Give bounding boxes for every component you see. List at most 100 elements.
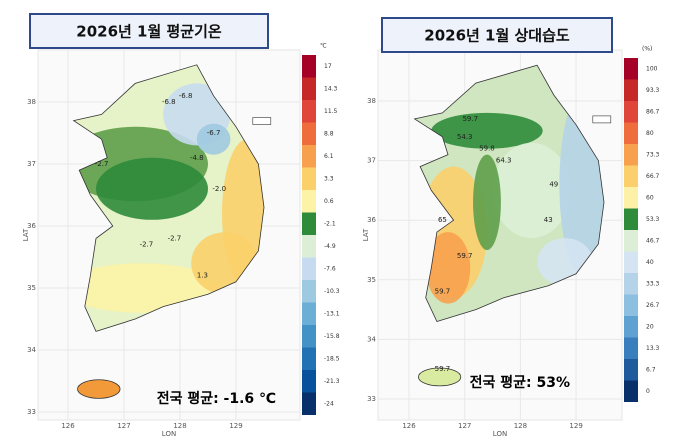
- inset-marker: [252, 117, 272, 125]
- legend-label: 17: [324, 63, 332, 70]
- legend-label: 3.3: [324, 175, 334, 182]
- contour-region: [73, 263, 220, 313]
- panel-title: 2026년 1월 평균기온: [76, 23, 222, 41]
- legend-label: -18.5: [324, 355, 340, 362]
- contour-label: 59.7: [457, 252, 473, 260]
- legend-swatch: [624, 359, 638, 381]
- legend-swatch: [624, 122, 638, 144]
- coastline: [413, 64, 605, 322]
- contour-label: -6.8: [179, 92, 193, 100]
- legend-swatch: [302, 212, 316, 235]
- legend-swatch: [302, 145, 316, 168]
- contour-label: -4.8: [190, 154, 204, 162]
- legend-swatch: [624, 58, 638, 80]
- legend-label: -7.6: [324, 265, 336, 272]
- legend-label: 60: [646, 194, 654, 201]
- legend-swatch: [624, 165, 638, 187]
- legend-swatch: [624, 230, 638, 252]
- contour-label: 59.7: [462, 115, 478, 123]
- legend-label: 73.3: [646, 151, 660, 158]
- legend-label: -15.8: [324, 333, 340, 340]
- contour-label: 59.7: [435, 365, 451, 373]
- contour-label: -2.7: [140, 241, 154, 249]
- legend-unit: ℃: [320, 43, 327, 50]
- x-tick-label: 126: [402, 422, 416, 430]
- legend-label: 20: [646, 323, 654, 330]
- legend-label: 100: [646, 65, 658, 72]
- y-tick-label: 34: [27, 346, 36, 354]
- contour-label: 49: [549, 180, 558, 188]
- legend-label: 86.7: [646, 108, 660, 115]
- jeju: [77, 379, 121, 399]
- coastline: [72, 64, 265, 332]
- y-axis-title: LAT: [362, 228, 370, 241]
- legend-label: 13.3: [646, 345, 660, 352]
- contour-label: 65: [438, 216, 447, 224]
- contour-region: [96, 157, 208, 220]
- panel-title: 2026년 1월 상대습도: [424, 27, 570, 45]
- contour-label: 43: [544, 216, 553, 224]
- x-tick-label: 129: [569, 422, 582, 430]
- y-tick-label: 35: [367, 276, 376, 284]
- legend-swatch: [302, 190, 316, 213]
- legend-swatch: [302, 235, 316, 258]
- contour-label: 54.3: [457, 133, 473, 141]
- contour-label: 1.3: [197, 272, 208, 280]
- x-tick-label: 127: [117, 422, 130, 430]
- contour-label: -6.8: [162, 98, 176, 106]
- contour-region: [196, 123, 231, 155]
- contour-region: [492, 142, 571, 239]
- legend-label: 80: [646, 130, 654, 137]
- y-tick-label: 38: [27, 98, 36, 106]
- legend-swatch: [302, 55, 316, 78]
- y-tick-label: 38: [367, 97, 376, 105]
- map-panel: -6.8-6.8 -6.7 -4.8 -2.7 -2.0 -2.7 -2.7 1.3 126 12…: [22, 13, 340, 438]
- x-axis-title: LON: [162, 430, 176, 438]
- contour-region: [473, 154, 501, 251]
- legend-label: 8.8: [324, 130, 334, 137]
- legend-swatch: [302, 280, 316, 303]
- x-tick-label: 126: [61, 422, 75, 430]
- legend-swatch: [302, 100, 316, 123]
- contour-label: -2.7: [95, 160, 109, 168]
- legend-label: -13.1: [324, 310, 340, 317]
- legend-label: 6.7: [646, 366, 656, 373]
- legend-swatch: [302, 167, 316, 190]
- jeju: [418, 367, 462, 387]
- summary: 전국 평균: 53%: [470, 374, 570, 391]
- contour-label: 59.7: [435, 288, 451, 296]
- legend-label: 6.1: [324, 153, 334, 160]
- legend-label: 66.7: [646, 173, 660, 180]
- legend-label: -10.3: [324, 288, 340, 295]
- legend-label: 11.5: [324, 108, 338, 115]
- contour-region: [431, 112, 543, 149]
- y-tick-label: 36: [27, 222, 36, 230]
- legend-label: 0.6: [324, 198, 334, 205]
- legend-label: -24: [324, 400, 334, 407]
- contour-label: -2.7: [168, 234, 182, 242]
- legend-swatch: [624, 101, 638, 123]
- legend-label: 33.3: [646, 280, 660, 287]
- x-tick-label: 127: [458, 422, 471, 430]
- legend-swatch: [302, 257, 316, 280]
- contour-label: -2.0: [212, 185, 226, 193]
- legend-swatch: [624, 337, 638, 359]
- x-tick-label: 129: [229, 422, 242, 430]
- legend-swatch: [302, 370, 316, 393]
- legend-label: -2.1: [324, 220, 336, 227]
- contour-label: 59.8: [479, 145, 495, 153]
- legend-swatch: [624, 316, 638, 338]
- legend-swatch: [302, 302, 316, 325]
- x-tick-label: 128: [514, 422, 527, 430]
- legend-swatch: [624, 144, 638, 166]
- y-tick-label: 35: [27, 284, 36, 292]
- contour-label: 64.3: [496, 157, 512, 165]
- legend-swatch: [624, 187, 638, 209]
- y-axis-title: LAT: [22, 228, 30, 241]
- legend-label: 40: [646, 259, 654, 266]
- legend-label: -21.3: [324, 378, 340, 385]
- contour-label: -6.7: [207, 129, 221, 137]
- y-tick-label: 33: [27, 408, 36, 416]
- legend-label: 46.7: [646, 237, 660, 244]
- legend-swatch: [624, 79, 638, 101]
